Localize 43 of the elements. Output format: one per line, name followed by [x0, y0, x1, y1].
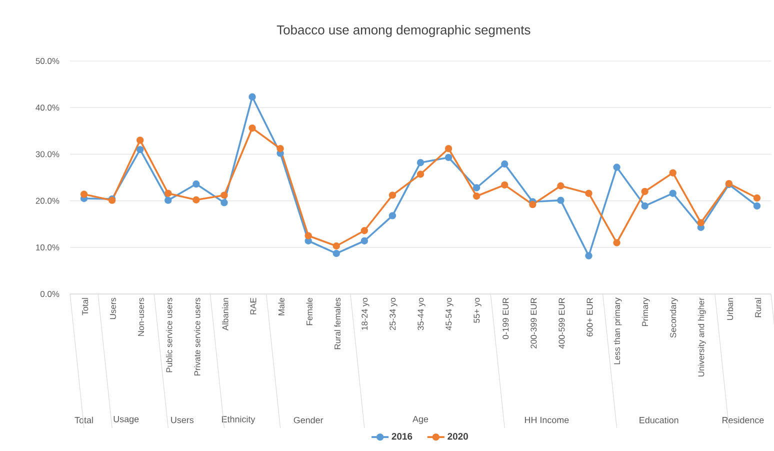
x-tick-label: University and higher — [698, 298, 706, 376]
x-tick-label: 200-399 EUR — [530, 298, 537, 348]
x-tick-label: Users — [110, 298, 116, 319]
x-tick-label: 25-34 yo — [390, 298, 398, 330]
y-tick-label: 10.0% — [36, 244, 60, 250]
x-tick-label: 55+ yo — [474, 298, 482, 323]
text: Age — [412, 416, 428, 424]
text: Ethnicity — [222, 416, 256, 424]
chart-title: Tobacco use among demographic segments — [276, 24, 530, 38]
x-tick-label: Albanian — [222, 298, 228, 330]
x-tick-label: Rural — [754, 298, 762, 318]
legend-label: 2016 — [392, 433, 412, 440]
x-tick-label: Non-users — [138, 298, 144, 336]
x-tick-label: 45-54 yo — [446, 298, 454, 330]
x-tick-label: 35-44 yo — [418, 298, 426, 330]
y-tick-label: 50.0% — [36, 58, 60, 64]
text: Education — [640, 416, 678, 424]
x-tick-label: 0-199 EUR — [502, 298, 509, 340]
x-tick-label: Total — [82, 298, 88, 316]
y-tick-label: 30.0% — [36, 151, 60, 158]
x-tick-label: 400-599 EUR — [558, 298, 565, 349]
x-tick-label: 18-24 yo — [362, 298, 370, 330]
text: Residence — [722, 416, 764, 424]
text: HH Income — [525, 416, 569, 424]
x-tick-label: Secondary — [670, 298, 678, 338]
x-tick-label: Less than primary — [614, 298, 622, 364]
text: Usage — [114, 416, 139, 424]
legend-label: 2020 — [448, 433, 468, 440]
text: Total — [74, 416, 93, 424]
y-tick-label: 40.0% — [36, 104, 60, 111]
x-tick-label: Primary — [642, 298, 650, 326]
y-tick-label: 20.0% — [36, 198, 60, 204]
x-tick-label: Rural females — [334, 298, 340, 350]
x-tick-label: Private service users — [194, 298, 200, 376]
x-tick-label: RAE — [250, 298, 256, 314]
x-tick-label: 600+ EUR — [586, 298, 593, 336]
x-tick-label: Female — [306, 298, 312, 326]
x-tick-label: Male — [278, 298, 284, 316]
text: Users — [171, 416, 194, 424]
x-tick-label: Urban — [726, 298, 734, 320]
y-tick-label: 0.0% — [40, 291, 60, 297]
x-tick-label: Public service users — [166, 298, 172, 372]
text: Gender — [294, 416, 324, 424]
